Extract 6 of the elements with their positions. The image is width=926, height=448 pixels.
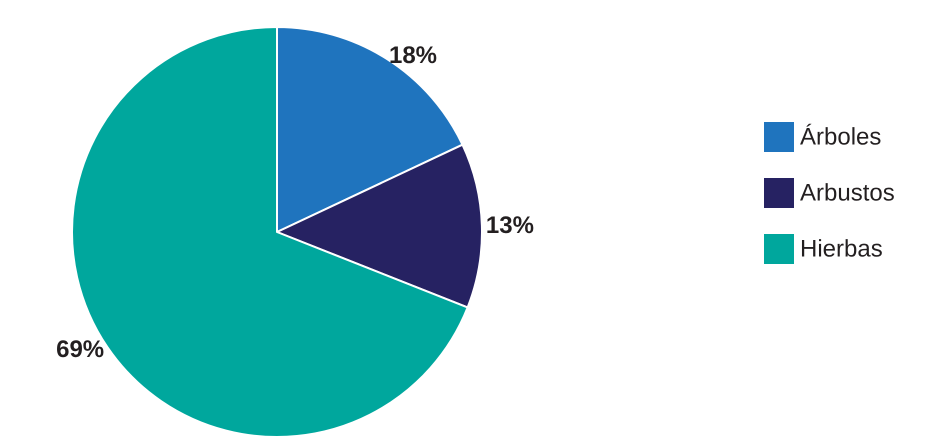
data-label: 13% (486, 212, 534, 239)
legend-label: Hierbas (800, 236, 883, 262)
legend-label: Árboles (800, 124, 882, 150)
legend-label: Arbustos (800, 180, 895, 206)
data-label: 18% (388, 42, 438, 70)
data-label: 69% (56, 336, 104, 363)
